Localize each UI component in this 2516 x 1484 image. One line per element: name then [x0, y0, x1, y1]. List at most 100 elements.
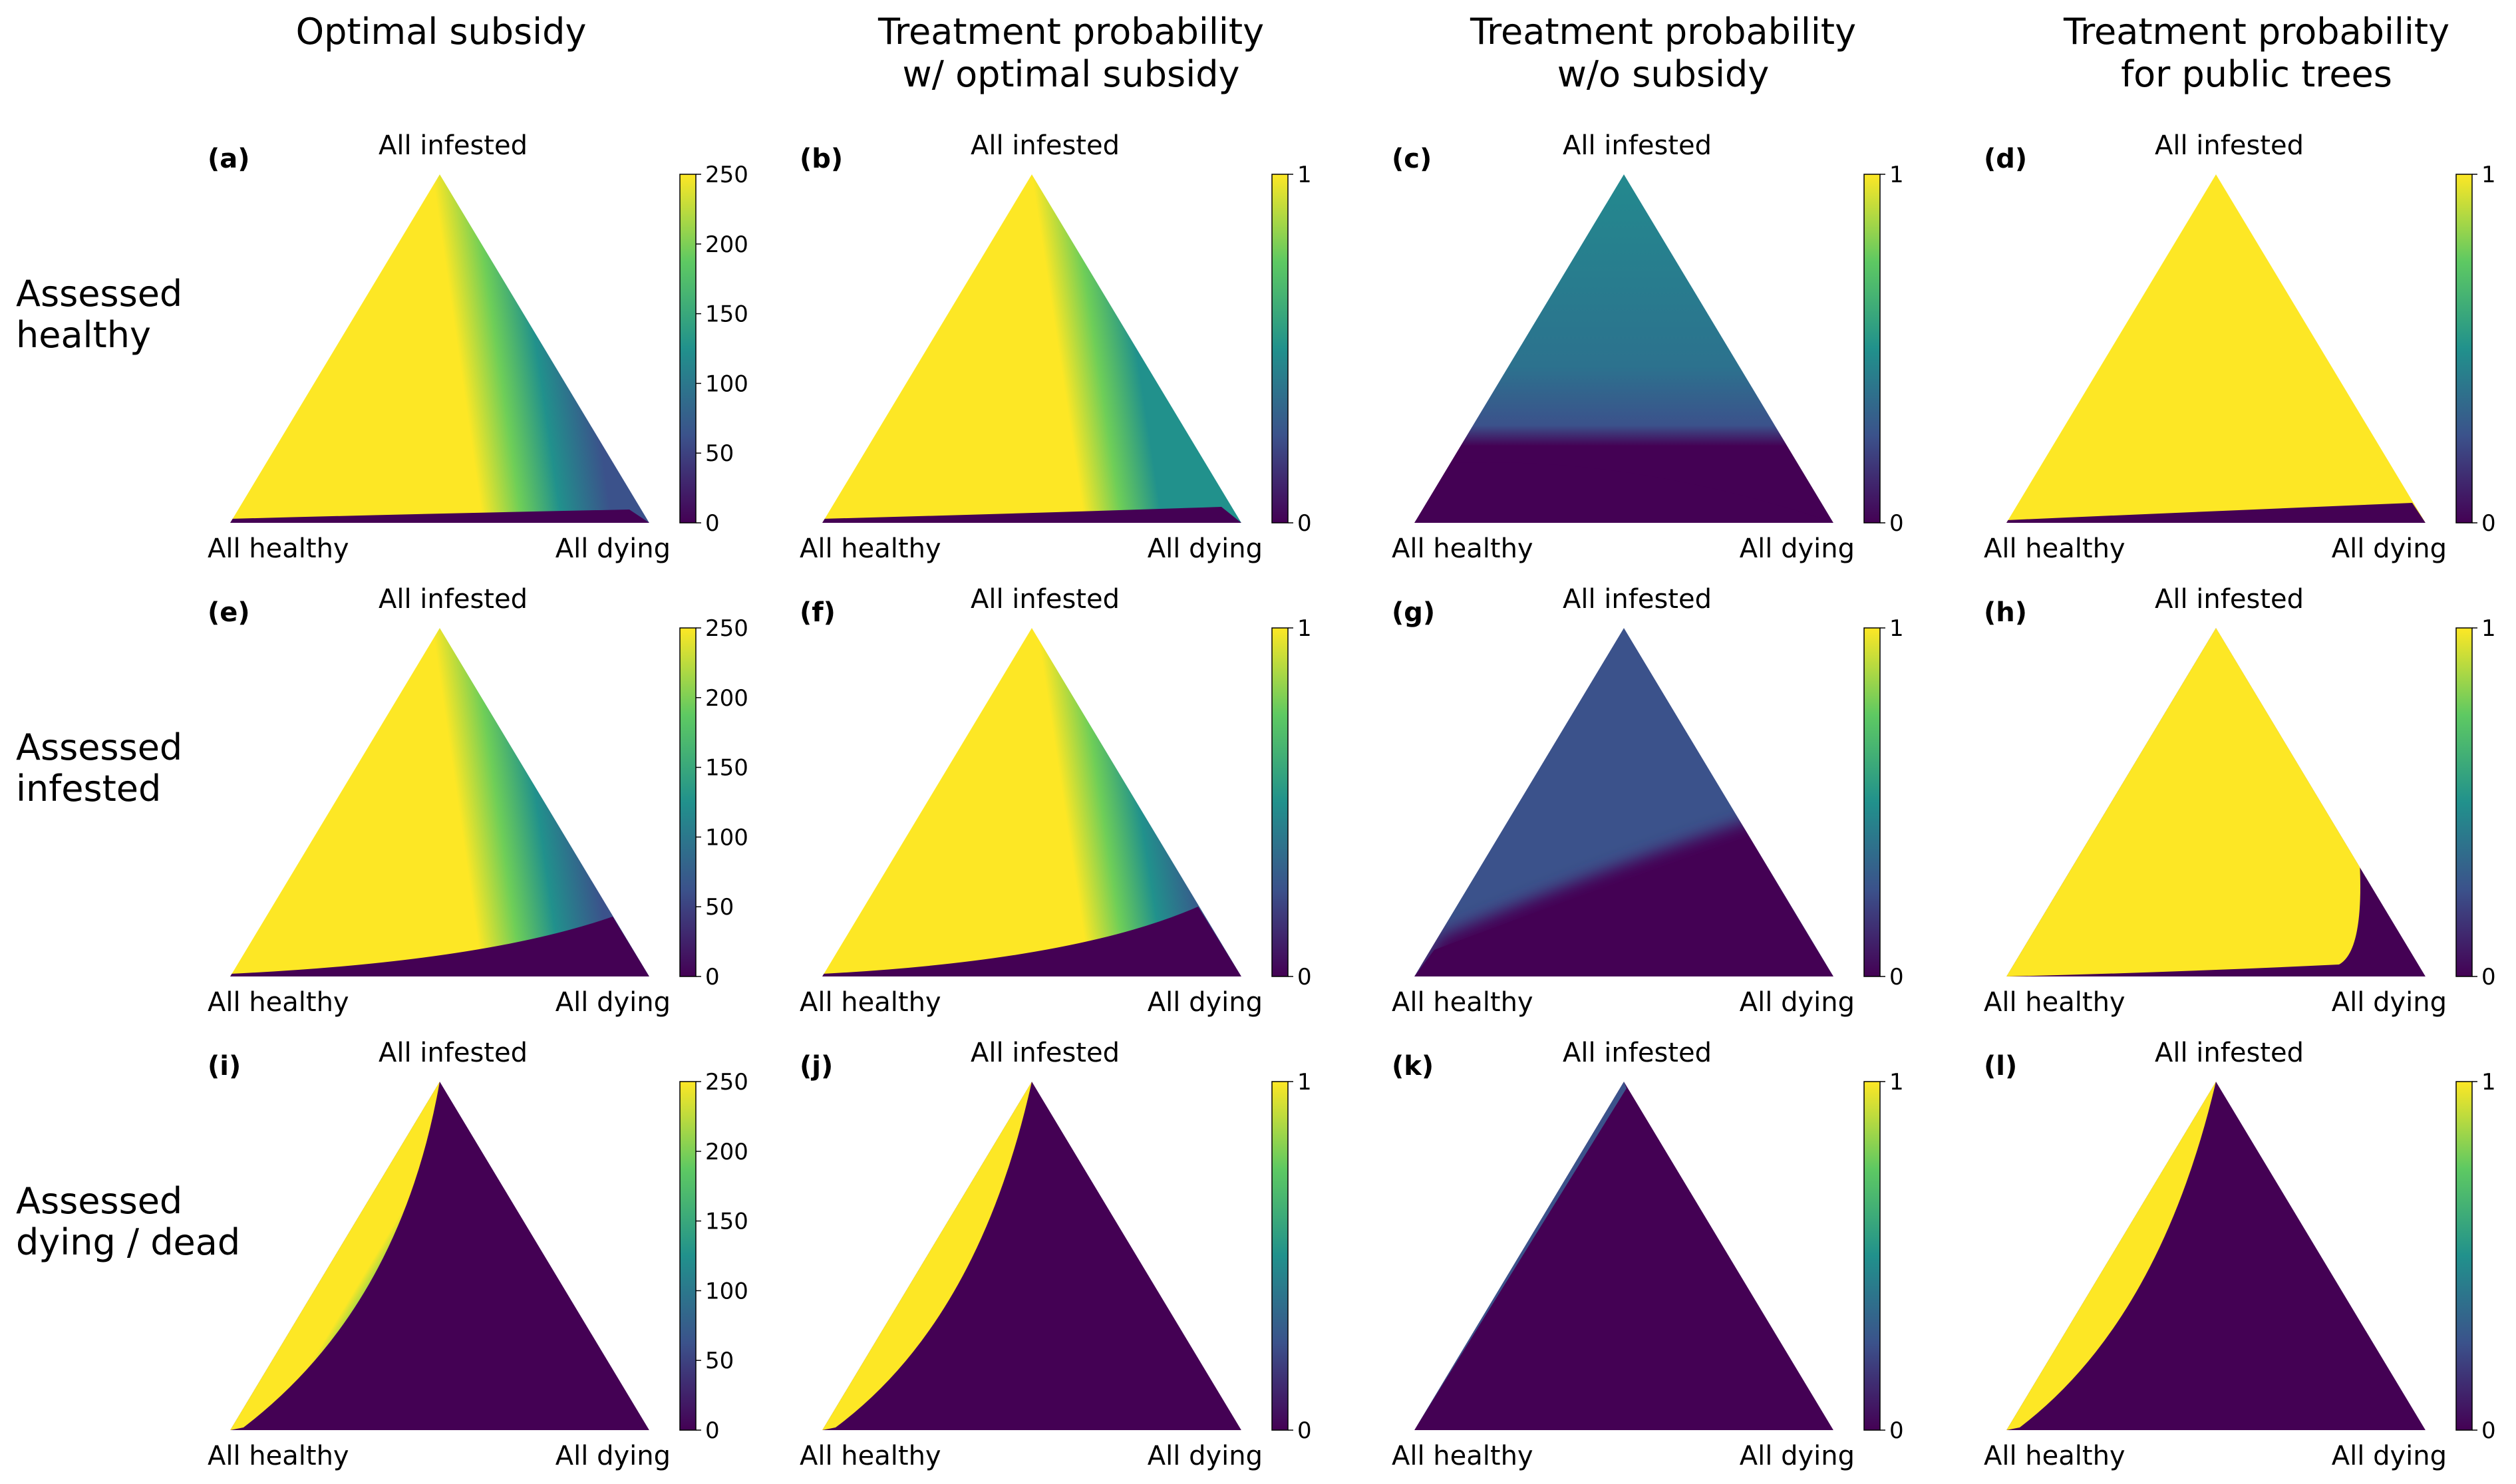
vertex-label-bottom-right: All dying — [1740, 1441, 1855, 1471]
panel-letter: (g) — [1392, 597, 1435, 628]
panel-letter: (h) — [1984, 597, 2027, 628]
row-label-2-line1: Assessed — [16, 726, 182, 768]
colorbar-tick-label: 0 — [2481, 1417, 2496, 1444]
panel-letter: (e) — [208, 597, 250, 628]
column-title-3-line2: w/o subsidy — [1557, 53, 1770, 95]
panel-letter: (d) — [1984, 144, 2027, 174]
low-band — [2006, 503, 2426, 523]
row-label-1-line2: healthy — [16, 314, 151, 356]
vertex-label-bottom-left: All healthy — [1392, 987, 1533, 1018]
colorbar-tick-label: 250 — [705, 1069, 748, 1096]
ternary-triangle — [2006, 1082, 2426, 1430]
vertex-label-bottom-left: All healthy — [1984, 987, 2125, 1018]
colorbar-tick-label: 1 — [1889, 615, 1904, 642]
vertex-label-bottom-left: All healthy — [1392, 1441, 1533, 1471]
high-sliver — [822, 1082, 1032, 1430]
vertex-label-top: All infested — [1563, 1038, 1712, 1068]
colorbar-tick-label: 150 — [705, 1209, 748, 1235]
colorbar-tick-label: 0 — [1297, 1417, 1312, 1444]
vertex-label-top: All infested — [971, 130, 1120, 161]
low-region — [230, 917, 649, 976]
colorbar-tick-label: 150 — [705, 301, 748, 328]
panel-i: (i) All infested All healthy All dying 0 50 10… — [208, 1038, 748, 1471]
vertex-label-bottom-right: All dying — [555, 1441, 671, 1471]
column-title-2-line2: w/ optimal subsidy — [903, 53, 1240, 95]
ternary-triangle — [1414, 1082, 1833, 1430]
vertex-label-top: All infested — [2155, 584, 2304, 615]
colorbar-tick-label: 0 — [1889, 1417, 1904, 1444]
colorbar: 01 — [2455, 1069, 2496, 1444]
low-band — [230, 510, 649, 523]
panel-letter: (c) — [1392, 144, 1432, 174]
column-title-1: Optimal subsidy — [296, 11, 587, 53]
vertex-label-bottom-left: All healthy — [208, 533, 349, 564]
heat-field — [2006, 174, 2426, 523]
colorbar: 01 — [1271, 615, 1312, 990]
edge-sliver — [1414, 1082, 1627, 1430]
ternary-triangle — [230, 628, 649, 976]
high-sliver — [230, 1082, 440, 1430]
panel-letter: (b) — [800, 144, 843, 174]
row-label-3-line1: Assessed — [16, 1180, 182, 1222]
heat-field — [230, 628, 649, 976]
vertex-label-top: All infested — [379, 130, 528, 161]
heat-field — [230, 1082, 649, 1430]
colorbar: 01 — [1271, 162, 1312, 537]
colorbar-tick-label: 0 — [1297, 964, 1312, 990]
heat-field — [2006, 1082, 2426, 1430]
heat-field — [822, 1082, 1241, 1430]
vertex-label-top: All infested — [971, 1038, 1120, 1068]
ternary-triangle — [822, 628, 1241, 976]
vertex-label-bottom-right: All dying — [1740, 533, 1855, 564]
column-title-3-line1: Treatment probability — [1470, 11, 1856, 53]
colorbar-tick-label: 1 — [1889, 162, 1904, 188]
heat-field — [1414, 174, 1833, 523]
column-title-2-line1: Treatment probability — [877, 11, 1264, 53]
heat-field — [822, 628, 1241, 976]
vertex-label-bottom-right: All dying — [2332, 1441, 2447, 1471]
panel-letter: (k) — [1392, 1051, 1434, 1082]
vertex-label-bottom-right: All dying — [1148, 1441, 1263, 1471]
colorbar-tick-label: 0 — [2481, 510, 2496, 537]
colorbar-tick-label: 1 — [1297, 162, 1312, 188]
colorbar: 01 — [1271, 1069, 1312, 1444]
colorbar-tick-label: 1 — [2481, 162, 2496, 188]
vertex-label-bottom-right: All dying — [2332, 533, 2447, 564]
vertex-label-bottom-right: All dying — [555, 987, 671, 1018]
colorbar: 01 — [2455, 162, 2496, 537]
row-label-2-line2: infested — [16, 768, 161, 810]
vertex-label-bottom-left: All healthy — [1392, 533, 1533, 564]
low-band — [822, 507, 1241, 523]
colorbar-tick-label: 50 — [705, 1348, 734, 1374]
colorbar-tick-label: 100 — [705, 371, 748, 397]
colorbar-tick-label: 0 — [2481, 964, 2496, 990]
vertex-label-bottom-right: All dying — [1148, 533, 1263, 564]
heat-field — [230, 174, 649, 523]
vertex-label-bottom-left: All healthy — [800, 987, 941, 1018]
colorbar-tick-label: 0 — [1889, 964, 1904, 990]
column-title-4-line1: Treatment probability — [2063, 11, 2449, 53]
panel-letter: (i) — [208, 1051, 241, 1082]
vertex-label-top: All infested — [379, 584, 528, 615]
colorbar-tick-label: 0 — [705, 964, 720, 990]
colorbar-tick-label: 200 — [705, 1139, 748, 1165]
colorbar-tick-label: 1 — [1297, 615, 1312, 642]
panel-a: (a) All infested All healthy All dying 0 50 10… — [208, 130, 748, 564]
panel-letter: (a) — [208, 144, 250, 174]
colorbar-tick-label: 0 — [1297, 510, 1312, 537]
colorbar: 01 — [1863, 615, 1904, 990]
colorbar: 01 — [1863, 162, 1904, 537]
colorbar-tick-label: 200 — [705, 231, 748, 258]
panel-k: (k) All infested All healthy All dying 01 — [1392, 1038, 1904, 1471]
colorbar: 01 — [1863, 1069, 1904, 1444]
ternary-triangle — [230, 174, 649, 523]
colorbar-tick-label: 150 — [705, 755, 748, 782]
colorbar-tick-label: 1 — [1297, 1069, 1312, 1096]
colorbar-tick-label: 250 — [705, 162, 748, 188]
colorbar-tick-label: 200 — [705, 685, 748, 712]
panel-letter: (l) — [1984, 1051, 2017, 1082]
